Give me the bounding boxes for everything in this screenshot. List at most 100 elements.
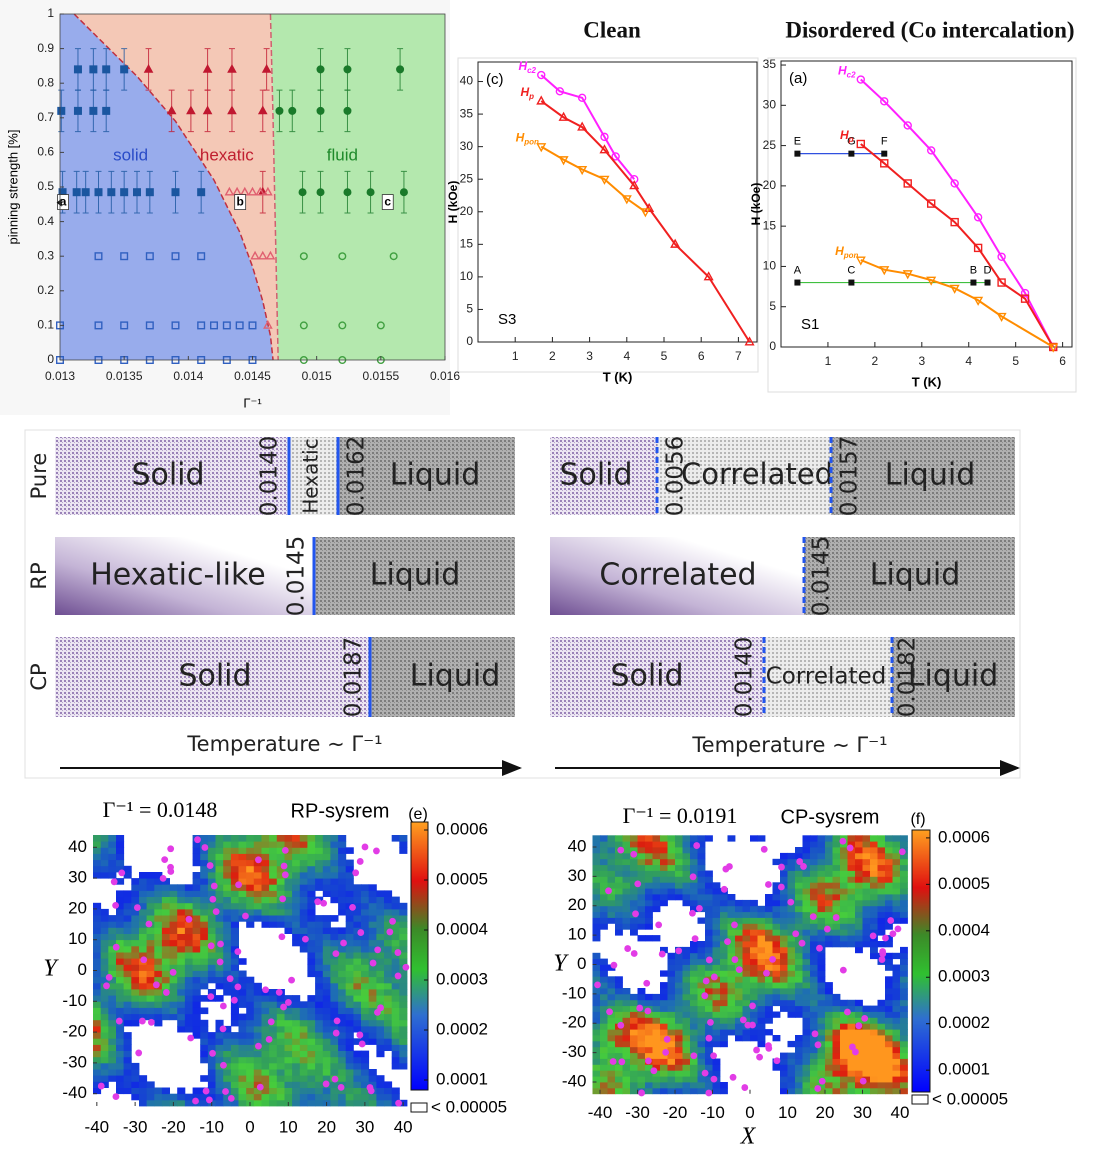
heatmap-cell bbox=[810, 952, 818, 960]
heatmap-cell bbox=[690, 864, 698, 871]
heatmap-cell bbox=[131, 915, 140, 922]
heatmap-cell bbox=[652, 1058, 661, 1065]
marker bbox=[202, 105, 213, 115]
y-tick-label: 5 bbox=[769, 299, 776, 313]
heatmap-cell bbox=[368, 884, 377, 891]
heatmap-cell bbox=[207, 1056, 216, 1064]
heatmap-cell bbox=[630, 1052, 638, 1059]
heatmap-cell bbox=[817, 1029, 826, 1036]
heatmap-cell bbox=[299, 1056, 308, 1064]
heatmap-cell bbox=[862, 841, 871, 848]
heatmap-cell bbox=[682, 946, 691, 954]
heatmap-cell bbox=[399, 1038, 408, 1045]
heatmap-cell bbox=[184, 1001, 193, 1008]
y-tick-label: 40 bbox=[68, 837, 87, 856]
heatmap-cell bbox=[870, 882, 878, 889]
heatmap-cell bbox=[742, 988, 751, 995]
heatmap-cell bbox=[885, 870, 893, 877]
heatmap-cell bbox=[622, 905, 631, 913]
heatmap-cell bbox=[399, 908, 408, 916]
heatmap-cell bbox=[307, 952, 316, 959]
heatmap-cell bbox=[269, 847, 278, 854]
heatmap-cell bbox=[100, 927, 109, 934]
particle bbox=[278, 933, 286, 941]
heatmap-cell bbox=[261, 1069, 270, 1076]
heatmap-cell bbox=[885, 882, 893, 889]
heatmap-cell bbox=[705, 1076, 713, 1083]
heatmap-cell bbox=[338, 1099, 347, 1107]
heatmap-cell bbox=[817, 864, 826, 871]
series-label: Hc2 bbox=[838, 64, 856, 80]
heatmap-cell bbox=[817, 952, 826, 960]
boundary-value: 0.0162 bbox=[344, 436, 370, 516]
heatmap-cell bbox=[93, 865, 102, 873]
heatmap-cell bbox=[215, 1025, 224, 1033]
boundary-value: 0.0145 bbox=[284, 536, 310, 616]
heatmap-cell bbox=[299, 1019, 308, 1027]
heatmap-cell bbox=[885, 999, 893, 1007]
heatmap-cell bbox=[885, 835, 893, 842]
phase-label: Liquid bbox=[370, 558, 460, 593]
heatmap-cell bbox=[825, 917, 833, 924]
heatmap-cell bbox=[645, 882, 653, 889]
heatmap-cell bbox=[116, 1001, 125, 1008]
series-label: Hc2 bbox=[518, 59, 536, 75]
heatmap-cell bbox=[177, 982, 186, 990]
heatmap-cell bbox=[690, 858, 698, 866]
heatmap-cell bbox=[802, 1040, 811, 1048]
heatmap-cell bbox=[600, 894, 608, 901]
heatmap-cell bbox=[123, 1013, 132, 1021]
heatmap-cell bbox=[765, 952, 773, 960]
heatmap-cell bbox=[315, 1007, 324, 1015]
heatmap-cell bbox=[322, 921, 331, 928]
heatmap-cell bbox=[223, 835, 232, 842]
heatmap-cell bbox=[637, 935, 646, 942]
heatmap-cell bbox=[877, 841, 886, 848]
heatmap-cell bbox=[223, 890, 232, 897]
particle bbox=[658, 950, 666, 958]
heatmap-cell bbox=[690, 952, 698, 960]
heatmap-cell bbox=[750, 952, 758, 960]
heatmap-cell bbox=[169, 958, 178, 965]
particle bbox=[773, 1057, 781, 1065]
heatmap-cell bbox=[315, 1062, 324, 1070]
particle bbox=[112, 1093, 120, 1100]
heatmap-cell bbox=[735, 1035, 743, 1042]
heatmap-cell bbox=[93, 853, 102, 861]
heatmap-cell bbox=[697, 958, 706, 965]
heatmap-cell bbox=[131, 1069, 140, 1076]
particle bbox=[846, 844, 854, 852]
heatmap-cell bbox=[712, 1040, 721, 1048]
heatmap-cell bbox=[810, 864, 818, 871]
heatmap-cell bbox=[795, 946, 803, 954]
heatmap-cell bbox=[215, 945, 224, 953]
heatmap-cell bbox=[742, 982, 751, 989]
series-label: Hp bbox=[520, 85, 534, 101]
heatmap-cell bbox=[238, 908, 247, 916]
heatmap-cell bbox=[207, 1032, 216, 1039]
heatmap-cell bbox=[877, 876, 886, 883]
heatmap-cell bbox=[855, 1052, 863, 1059]
heatmap-cell bbox=[131, 1007, 140, 1015]
heatmap-cell bbox=[607, 999, 616, 1007]
heatmap-cell bbox=[307, 1019, 316, 1027]
x-tick-label: 6 bbox=[698, 349, 705, 363]
heatmap-cell bbox=[139, 995, 148, 1002]
heatmap-cell bbox=[900, 870, 908, 877]
heatmap-cell bbox=[338, 884, 347, 891]
x-tick-label: 0.0135 bbox=[106, 369, 143, 383]
heatmap-cell bbox=[675, 1082, 683, 1089]
heatmap-cell bbox=[338, 945, 347, 953]
y-axis-label: H (kOe) bbox=[749, 183, 763, 226]
heatmap-cell bbox=[230, 1093, 239, 1101]
heatmap-cell bbox=[697, 1011, 706, 1018]
heatmap-cell bbox=[795, 1087, 803, 1095]
heatmap-cell bbox=[292, 939, 301, 947]
heatmap-cell bbox=[299, 1087, 308, 1095]
marker bbox=[644, 202, 655, 213]
heatmap-cell bbox=[215, 872, 224, 879]
marker bbox=[227, 63, 237, 73]
heatmap-cell bbox=[131, 890, 140, 897]
marker bbox=[338, 321, 347, 330]
heatmap-cell bbox=[161, 976, 170, 984]
